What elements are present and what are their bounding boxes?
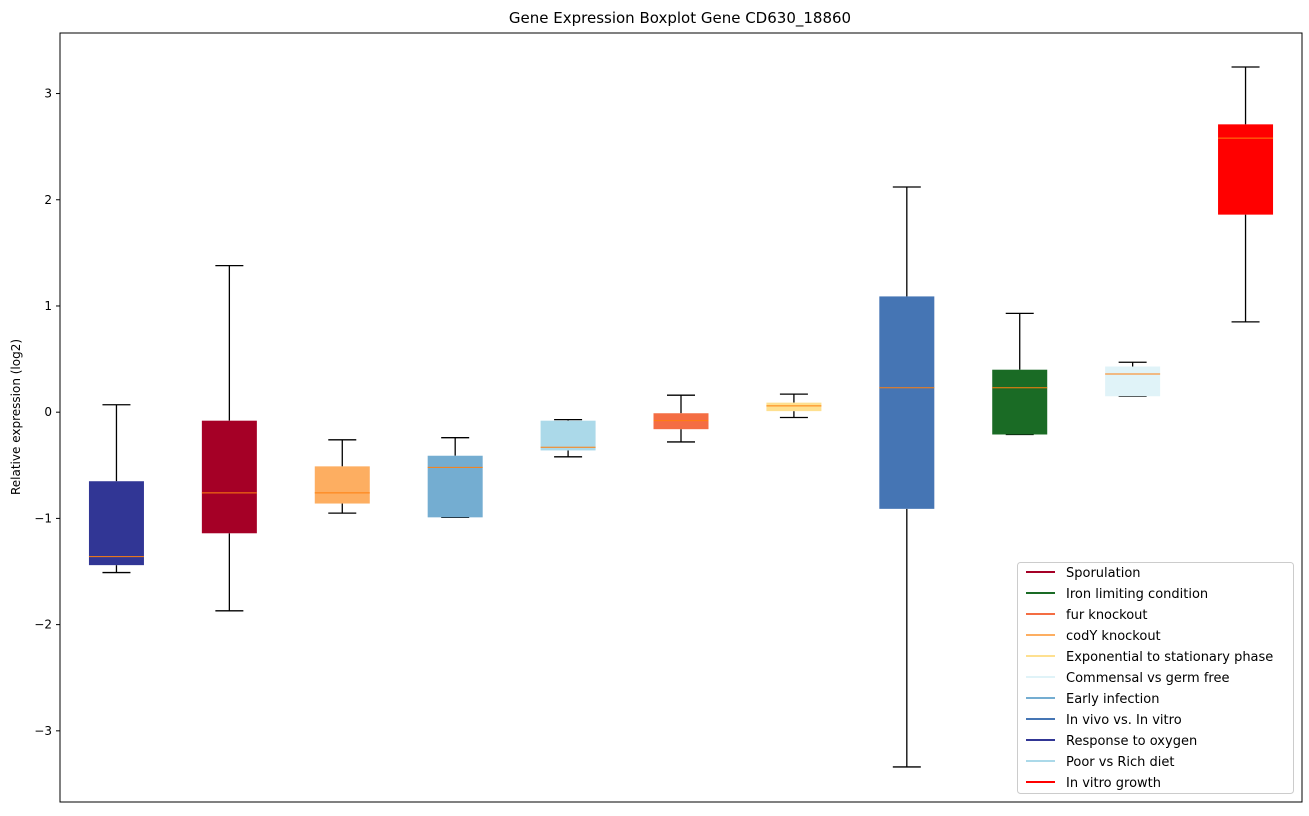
y-axis: 3 2 1 0 −1 −2 −3	[34, 87, 60, 738]
box-poor-vs-rich-diet	[540, 418, 596, 458]
box-body	[1105, 366, 1161, 397]
y-axis-label: Relative expression (log2)	[9, 339, 23, 495]
box-sporulation	[201, 264, 257, 612]
box-early-infection	[427, 437, 483, 518]
y-tick-label: 0	[44, 405, 52, 419]
chart-title: Gene Expression Boxplot Gene CD630_18860	[509, 9, 851, 28]
legend-label: Sporulation	[1066, 566, 1141, 581]
legend-entry: Poor vs Rich diet	[1026, 755, 1174, 770]
legend-entry: Commensal vs germ free	[1026, 671, 1229, 686]
legend-label: Exponential to stationary phase	[1066, 650, 1273, 665]
boxes	[88, 66, 1274, 768]
box-body	[1218, 124, 1274, 215]
legend-entry: fur knockout	[1026, 608, 1148, 623]
legend-label: In vitro growth	[1066, 776, 1161, 791]
y-tick-label: 3	[44, 87, 52, 101]
legend-entry: In vitro growth	[1026, 776, 1161, 791]
box-body	[540, 420, 596, 451]
box-commensal-vs-germ-free	[1105, 361, 1161, 397]
legend-entry: Exponential to stationary phase	[1026, 650, 1273, 665]
legend-entry: Sporulation	[1026, 566, 1141, 581]
legend-label: fur knockout	[1066, 608, 1148, 623]
legend-entry: Iron limiting condition	[1026, 587, 1208, 602]
y-tick-label: 1	[44, 299, 52, 313]
legend-entry: codY knockout	[1026, 629, 1161, 644]
legend-label: Iron limiting condition	[1066, 587, 1208, 602]
legend-label: Poor vs Rich diet	[1066, 755, 1174, 770]
box-in-vitro-growth	[1218, 66, 1274, 323]
legend-label: Response to oxygen	[1066, 734, 1197, 749]
box-body	[653, 413, 709, 430]
box-response-to-oxygen	[88, 404, 144, 574]
box-in-vivo-vs-in-vitro	[879, 186, 935, 768]
box-cody-knockout	[314, 439, 370, 514]
legend: Sporulation Iron limiting condition fur kn…	[1017, 562, 1294, 794]
legend-frame	[1017, 562, 1294, 794]
legend-label: In vivo vs. In vitro	[1066, 713, 1182, 728]
box-fur-knockout	[653, 394, 709, 443]
y-tick-label: 2	[44, 193, 52, 207]
y-tick-label: −3	[34, 724, 52, 738]
box-body	[766, 402, 822, 412]
legend-entry: Response to oxygen	[1026, 734, 1197, 749]
box-body	[314, 466, 370, 504]
box-exponential-to-stationary-phase	[766, 393, 822, 419]
plot-frame	[59, 32, 1303, 803]
box-body	[427, 455, 483, 518]
y-tick-label: −2	[34, 618, 52, 632]
legend-entry: In vivo vs. In vitro	[1026, 713, 1182, 728]
box-body	[879, 296, 935, 509]
legend-label: Commensal vs germ free	[1066, 671, 1229, 686]
legend-label: Early infection	[1066, 692, 1159, 707]
box-body	[88, 481, 144, 566]
box-body	[201, 420, 257, 534]
box-iron-limiting-condition	[992, 312, 1048, 436]
legend-label: codY knockout	[1066, 629, 1161, 644]
legend-entry: Early infection	[1026, 692, 1159, 707]
y-tick-label: −1	[34, 511, 52, 525]
box-body	[992, 369, 1048, 435]
